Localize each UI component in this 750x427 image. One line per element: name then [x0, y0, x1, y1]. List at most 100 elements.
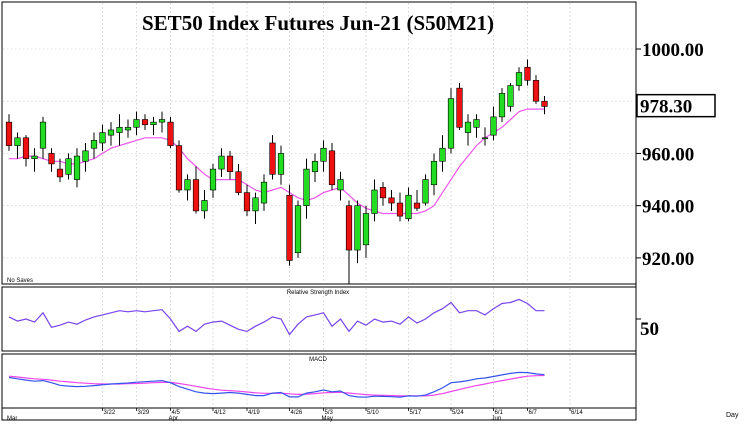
candle	[116, 114, 123, 146]
candle-body-up	[277, 153, 285, 175]
candle	[56, 158, 64, 183]
candle-body-up	[150, 121, 157, 126]
candle-body-up	[99, 132, 106, 144]
candle	[5, 114, 13, 151]
rsi-title: Relative Strength Index	[287, 290, 349, 296]
candle	[396, 192, 404, 222]
date-tick-label: 4/12	[214, 410, 226, 416]
candle-body-up	[498, 93, 506, 118]
candle	[141, 114, 149, 130]
candle-body-down	[541, 100, 548, 107]
date-tick-label: 5/10	[367, 410, 379, 416]
price-tick-label: 1000.00	[642, 40, 704, 61]
candle-body-up	[31, 155, 38, 159]
month-label: Jun	[492, 416, 502, 422]
candle-body-up	[490, 116, 497, 136]
chart-title: SET50 Index Futures Jun-21 (S50M21)	[142, 11, 494, 35]
candle-body-up	[124, 127, 132, 131]
rsi-line	[8, 298, 545, 336]
candle	[311, 153, 319, 183]
candle	[48, 148, 55, 172]
candle-body-up	[464, 121, 472, 133]
candle	[286, 184, 293, 266]
candle-body-down	[226, 155, 234, 173]
candle	[320, 140, 327, 172]
candle-body-down	[175, 145, 183, 191]
candle-body-down	[456, 87, 463, 128]
candle-body-down	[413, 202, 421, 209]
candle	[405, 187, 412, 222]
price-tick-label: 940.00	[642, 197, 694, 218]
candle	[124, 119, 132, 138]
date-tick-label: 4/5	[172, 410, 181, 416]
moving-average-layer	[9, 108, 545, 215]
candle	[532, 75, 540, 104]
month-label: May	[322, 416, 333, 422]
macd-title: MACD	[309, 357, 327, 363]
candle	[133, 111, 140, 136]
candle	[99, 124, 106, 151]
candle	[82, 143, 89, 172]
candle	[90, 132, 98, 159]
candle-body-down	[286, 194, 293, 261]
macd-panel	[1, 353, 637, 409]
date-tick-label: 3/29	[138, 410, 150, 416]
candle-body-up	[422, 179, 429, 204]
candle	[439, 135, 446, 172]
candle-body-down	[235, 171, 242, 193]
no-saves-label: No Saves	[7, 278, 33, 284]
candle	[413, 190, 421, 211]
candle-body-up	[507, 85, 514, 107]
candle-body-down	[5, 121, 13, 146]
candles-layer	[5, 59, 548, 284]
candle-body-up	[430, 160, 438, 186]
candle-body-up	[515, 72, 523, 86]
candle	[31, 148, 38, 172]
candle	[39, 116, 47, 159]
candle	[371, 179, 378, 222]
candle-body-down	[56, 168, 64, 178]
candle-body-up	[481, 137, 489, 140]
candle-body-down	[22, 137, 30, 159]
date-tick-label: 6/7	[529, 410, 538, 416]
candle-body-down	[269, 142, 276, 175]
date-tick-label: 5/3	[325, 410, 334, 416]
price-tick-label: 920.00	[642, 249, 694, 270]
candle	[303, 158, 310, 219]
candle-body-up	[201, 200, 208, 212]
candle	[252, 192, 259, 224]
rsi-panel	[1, 286, 637, 352]
candle	[22, 135, 30, 167]
date-tick-label: 6/1	[495, 410, 504, 416]
candle	[192, 166, 200, 214]
candle-body-up	[82, 150, 89, 162]
date-axis: 3/22 3/29 4/5 4/12 4/19 4/26 5/3 5/10 5/17 5/24 6/…	[7, 408, 583, 422]
candle	[175, 140, 183, 193]
candle-body-up	[252, 197, 259, 212]
candle	[362, 205, 370, 258]
candle-body-down	[524, 66, 531, 81]
candle-body-up	[116, 127, 123, 133]
candle	[184, 174, 191, 201]
rsi-layer	[8, 298, 641, 336]
candle	[14, 132, 21, 159]
candle-body-down	[243, 192, 251, 212]
candle-body-down	[379, 187, 387, 199]
price-panel	[1, 1, 637, 285]
candle-body-up	[337, 179, 344, 191]
candle-body-up	[158, 119, 166, 123]
candle-body-up	[320, 147, 327, 162]
candle	[107, 122, 115, 146]
candle-body-up	[209, 168, 217, 191]
candle-body-down	[48, 153, 55, 165]
candle	[422, 174, 429, 206]
candle	[158, 111, 166, 133]
candle-body-up	[65, 158, 72, 175]
candle	[447, 88, 455, 154]
candle	[209, 163, 217, 198]
price-tick-label: 960.00	[642, 144, 694, 165]
date-axis-strip	[1, 407, 637, 421]
date-tick-label: 4/26	[291, 410, 303, 416]
